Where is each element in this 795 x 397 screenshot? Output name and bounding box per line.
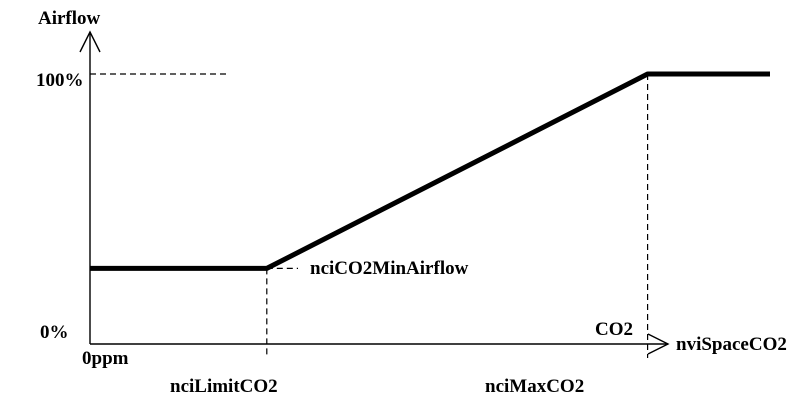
y-axis-label: Airflow <box>38 8 101 29</box>
x-axis-secondary-label: nviSpaceCO2 <box>676 334 787 355</box>
x-tick-label-max: nciMaxCO2 <box>485 376 584 397</box>
y-tick-label-0: 0% <box>40 322 69 343</box>
min-airflow-annotation: nciCO2MinAirflow <box>310 258 469 279</box>
airflow-series-line <box>90 71 770 271</box>
y-tick-label-100: 100% <box>36 70 84 91</box>
x-tick-label-origin: 0ppm <box>82 348 129 369</box>
y-axis-arrow <box>79 30 101 53</box>
x-axis-arrow <box>647 333 670 355</box>
x-tick-label-limit: nciLimitCO2 <box>170 376 278 397</box>
x-axis-label: CO2 <box>595 319 633 340</box>
